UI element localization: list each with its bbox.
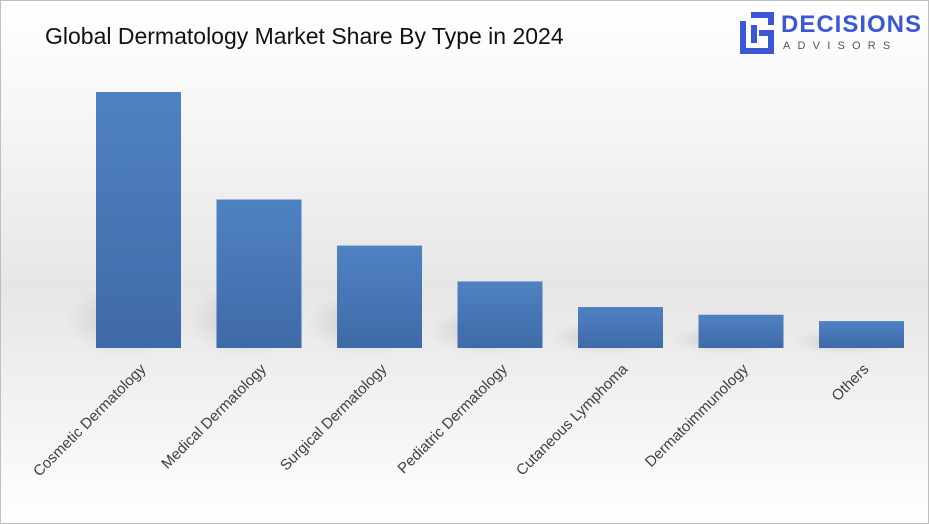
bar-dermatoimmunology bbox=[698, 314, 784, 348]
logo-wordmark: DECISIONS bbox=[781, 11, 923, 38]
x-tick-labels: Cosmetic Dermatology Medical Dermatology S… bbox=[30, 360, 872, 480]
x-tick-label: Cosmetic Dermatology bbox=[30, 360, 150, 480]
x-tick-label: Dermatoimmunology bbox=[642, 360, 752, 470]
x-tick-label: Others bbox=[828, 361, 872, 405]
bar-surgical-dermatology bbox=[337, 245, 422, 348]
x-tick-label: Pediatric Dermatology bbox=[394, 360, 511, 477]
bar-cutaneous-lymphoma bbox=[578, 307, 663, 348]
bar-pediatric-dermatology bbox=[457, 281, 543, 348]
bar-others bbox=[819, 321, 904, 348]
brand-logo: DECISIONS ADVISORS bbox=[737, 11, 921, 57]
bar-cosmetic-dermatology bbox=[96, 92, 181, 348]
bar-medical-dermatology bbox=[216, 199, 302, 348]
logo-tagline: ADVISORS bbox=[783, 40, 898, 52]
bars-group bbox=[96, 92, 904, 348]
decisions-logo-mark-icon bbox=[740, 12, 774, 54]
x-tick-label: Medical Dermatology bbox=[158, 360, 270, 472]
x-tick-label: Cutaneous Lymphoma bbox=[513, 360, 632, 479]
x-tick-label: Surgical Dermatology bbox=[277, 360, 391, 474]
page-title: Global Dermatology Market Share By Type … bbox=[45, 23, 564, 49]
